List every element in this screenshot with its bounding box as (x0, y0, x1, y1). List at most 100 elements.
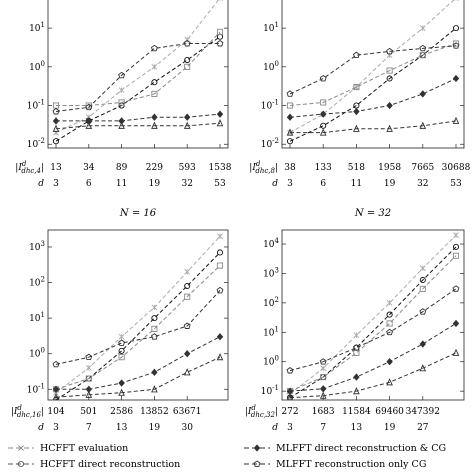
data-point (386, 75, 393, 82)
data-point (183, 368, 191, 376)
data-point (419, 364, 427, 372)
x-tick-label: 229 (146, 163, 163, 173)
legend-label: HCFFT direct reconstruction (40, 459, 180, 470)
data-point (85, 385, 92, 393)
data-point (52, 360, 60, 368)
data-point (118, 347, 125, 354)
data-point (352, 344, 360, 351)
data-point (452, 74, 460, 83)
data-point (85, 364, 92, 371)
data-point (216, 352, 224, 361)
y-tick-label: 101 (263, 21, 279, 34)
data-point (320, 110, 327, 118)
x-tick-label-d: 19 (384, 423, 396, 433)
data-point (118, 388, 125, 396)
data-point (353, 84, 360, 90)
x-tick-label: 272 (281, 407, 298, 417)
x-tick-label: 593 (179, 163, 196, 173)
data-point (184, 350, 191, 358)
x-tick-label: 347392 (406, 407, 440, 417)
panel-bottom-right: 10-1 100 101 102 103 104 272 1683 11584 69460 3473… (245, 208, 465, 433)
data-point (319, 358, 327, 365)
data-point (151, 385, 158, 393)
data-point (452, 348, 460, 356)
series-line (289, 27, 457, 142)
data-point (320, 374, 327, 381)
series-line (56, 336, 221, 390)
data-point (286, 367, 294, 374)
data-point (286, 90, 294, 97)
x-tick-label: 133 (315, 163, 332, 173)
data-point (419, 90, 426, 98)
data-point (419, 44, 427, 52)
series-line (289, 255, 457, 392)
legend-marker (18, 445, 24, 451)
y-tick-label: 10-1 (261, 99, 279, 112)
data-point (419, 285, 426, 292)
data-point (52, 124, 60, 132)
x-tick-label-d: 19 (384, 179, 396, 189)
data-point (386, 299, 393, 306)
data-point (216, 262, 224, 269)
series-line (55, 43, 220, 112)
data-point (216, 286, 224, 294)
panel-top-right: 10-2 10-1 100 101 38 133 518 1958 7665 30688 3 6 11 1… (249, 0, 471, 189)
y-tick-label: 101 (263, 325, 279, 338)
data-point (52, 385, 60, 393)
data-point (419, 308, 427, 315)
x-tick-label-d: 32 (417, 179, 428, 189)
data-point (151, 79, 158, 86)
y-tick-label: 10-2 (27, 137, 45, 150)
series-line (289, 234, 457, 395)
y-tick-label: 10-1 (261, 384, 279, 397)
data-point (184, 63, 191, 70)
data-point (453, 232, 459, 239)
y-tick-label: 10-1 (27, 382, 45, 395)
row-label-d: d (38, 179, 44, 189)
x-tick-label: 501 (80, 407, 97, 417)
legend-item: MLFFT direct reconstruction & CG (244, 443, 446, 454)
data-point (216, 249, 224, 256)
x-tick-label-d: 13 (351, 423, 363, 433)
series-line (56, 113, 221, 122)
x-tick-label-d: 6 (86, 179, 92, 189)
data-point (386, 67, 393, 74)
y-tick-label: 101 (29, 21, 45, 34)
x-tick-label: 89 (116, 163, 128, 173)
x-tick-label: 1683 (312, 407, 335, 417)
y-tick-label: 103 (263, 266, 279, 279)
panel-title: N = 16 (119, 208, 157, 219)
data-point (419, 340, 426, 348)
x-tick-label-d: 19 (149, 423, 161, 433)
data-point (151, 304, 158, 311)
series-line (55, 252, 221, 400)
x-tick-label-d: 11 (351, 179, 362, 189)
data-point (353, 84, 360, 91)
data-point (320, 365, 327, 372)
x-tick-label: 38 (284, 163, 296, 173)
x-tick-label-d: 3 (287, 423, 293, 433)
x-tick-label: 518 (348, 163, 365, 173)
data-point (118, 121, 125, 129)
data-point (320, 99, 327, 106)
x-tick-label: 13 (50, 163, 62, 173)
row-label-d: d (272, 179, 278, 189)
y-tick-label: 10-2 (261, 137, 279, 150)
data-point (386, 47, 394, 55)
data-point (419, 25, 426, 32)
series-line (55, 265, 221, 390)
data-point (286, 387, 294, 395)
data-point (85, 103, 93, 111)
row-label-index-set: |Id dhc,8| (249, 160, 278, 175)
data-point (216, 28, 224, 35)
data-point (452, 243, 460, 250)
plot-frame (47, 229, 229, 401)
legend: HCFFT evaluation HCFFT direct reconstruct… (8, 443, 446, 470)
row-label-index-set: |Id dhc,4| (15, 160, 44, 175)
x-tick-label-d: 6 (320, 179, 326, 189)
series-line (55, 0, 220, 134)
x-tick-label-d: 7 (86, 423, 92, 433)
data-point (151, 368, 158, 377)
series-line (289, 0, 455, 134)
data-point (184, 56, 191, 64)
